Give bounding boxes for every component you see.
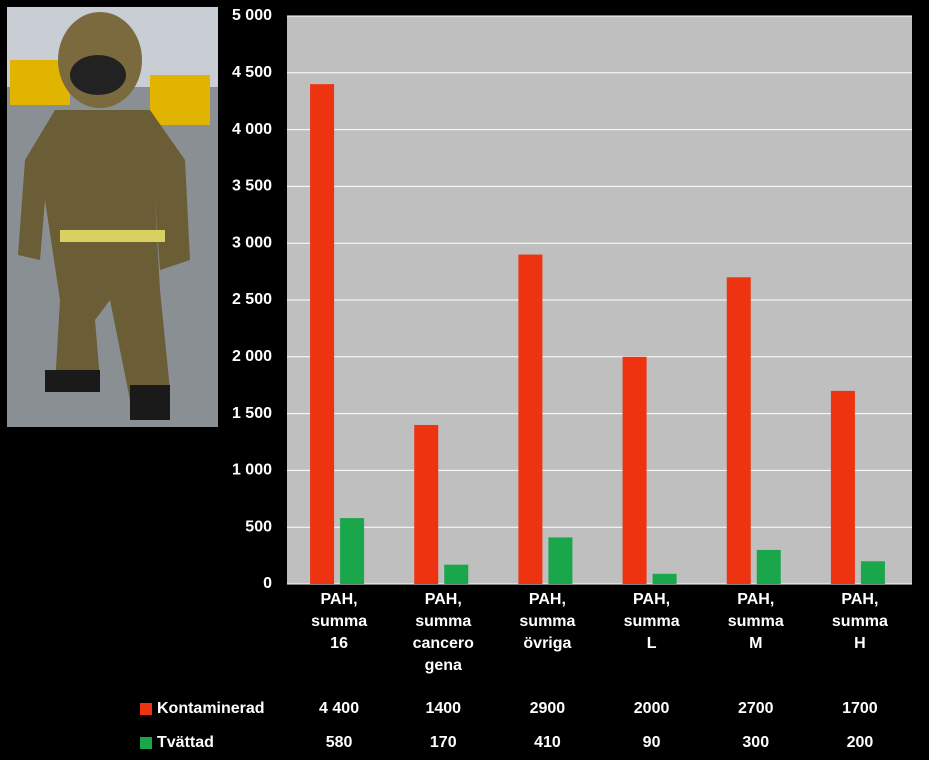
- y-tick-label: 1 000: [232, 462, 272, 479]
- y-tick-label: 3 500: [232, 178, 272, 195]
- bar: [444, 564, 469, 584]
- x-tick-label: PAH, summa cancerogena: [412, 591, 474, 674]
- table-value: 1400: [425, 700, 461, 717]
- legend-label: Tvättad: [157, 734, 214, 751]
- table-value: 4 400: [319, 700, 359, 717]
- x-tick-label: PAH, summa L: [623, 591, 680, 652]
- bar: [830, 390, 855, 584]
- x-tick-label: PAH, summa 16: [311, 591, 368, 652]
- table-value: 90: [643, 734, 661, 751]
- table-value: 2900: [530, 700, 566, 717]
- table-value: 2700: [738, 700, 774, 717]
- bar: [310, 84, 335, 584]
- x-tick-label-box: PAH, summa 16: [311, 591, 368, 652]
- table-value: 1700: [842, 700, 878, 717]
- x-tick-label-box: PAH, summa M: [727, 591, 784, 652]
- bar: [518, 254, 543, 584]
- x-tick-label-box: PAH, summa L: [623, 591, 680, 652]
- bar: [652, 573, 677, 584]
- y-tick-label: 3 000: [232, 234, 272, 251]
- x-tick-label: PAH, summa H: [831, 591, 888, 652]
- x-tick-label-box: PAH, summa H: [831, 591, 888, 652]
- bar: [860, 561, 885, 584]
- bar: [756, 549, 781, 584]
- legend-swatch: [140, 703, 152, 715]
- y-tick-label: 4 000: [232, 121, 272, 138]
- x-tick-label: PAH, summa övriga: [519, 591, 576, 652]
- bar: [414, 424, 439, 584]
- y-tick-label: 2 500: [232, 291, 272, 308]
- bar: [548, 537, 573, 584]
- x-tick-label-box: PAH, summa övriga: [519, 591, 576, 652]
- table-value: 200: [847, 734, 874, 751]
- table-value: 410: [534, 734, 561, 751]
- x-tick-label: PAH, summa M: [727, 591, 784, 652]
- table-value: 300: [742, 734, 769, 751]
- photo: [7, 7, 218, 427]
- bar: [622, 356, 647, 584]
- table-value: 580: [326, 734, 353, 751]
- x-tick-label-box: PAH, summa cancerogena: [412, 591, 474, 674]
- y-tick-label: 5 000: [232, 7, 272, 24]
- y-tick-label: 500: [245, 518, 272, 535]
- bar: [340, 518, 365, 584]
- table-value: 170: [430, 734, 457, 751]
- bar: [726, 277, 751, 584]
- legend-swatch: [140, 737, 152, 749]
- y-tick-label: 4 500: [232, 64, 272, 81]
- y-tick-label: 1 500: [232, 405, 272, 422]
- y-tick-label: 0: [263, 575, 272, 592]
- table-value: 2000: [634, 700, 670, 717]
- legend-label: Kontaminerad: [157, 700, 265, 717]
- y-tick-label: 2 000: [232, 348, 272, 365]
